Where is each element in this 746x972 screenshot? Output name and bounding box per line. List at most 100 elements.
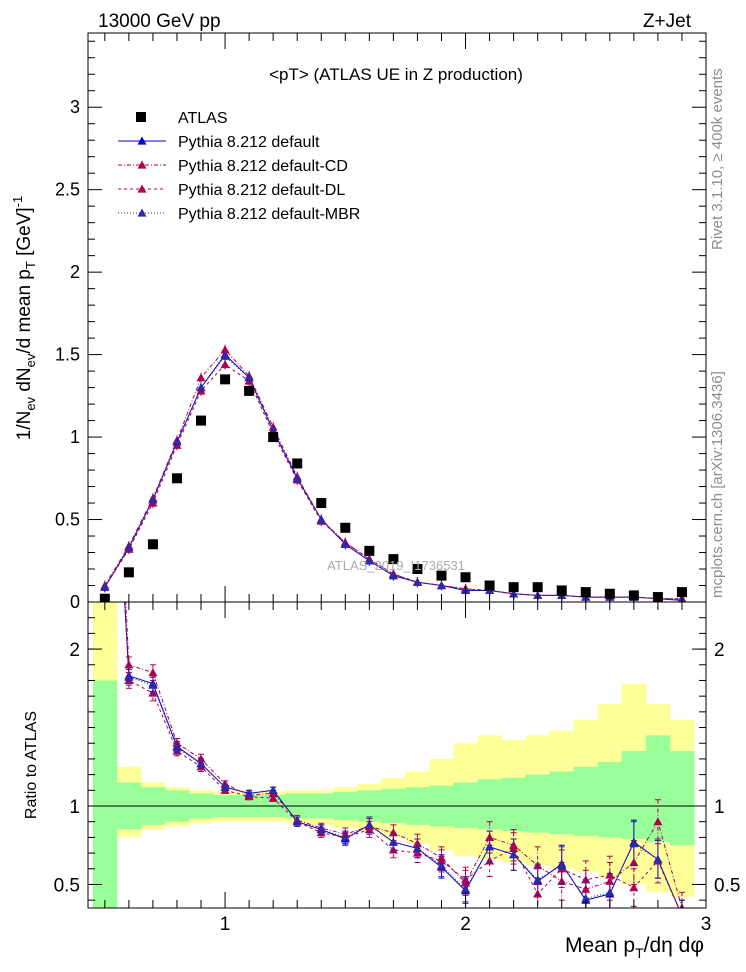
stat-band: [501, 777, 527, 832]
legend-label: Pythia 8.212 default-MBR: [178, 206, 360, 223]
ratio-point: [461, 884, 471, 893]
ratio-point: [340, 832, 350, 841]
atlas-data-point: [412, 564, 423, 575]
ratio-point: [653, 854, 663, 863]
data-point: [412, 577, 422, 586]
ratio-point: [364, 820, 374, 829]
data-point: [244, 373, 254, 382]
data-point: [292, 473, 302, 482]
ratio-y-tick-label: 0.5: [54, 875, 80, 896]
ratio-point: [677, 911, 686, 919]
main-panel: 0 0.5 1 1.5 2 2.5 3 <pT> (ATLAS UE in Z produc…: [10, 32, 707, 612]
atlas-data-point: [316, 498, 327, 509]
y-tick-label: 0: [70, 592, 80, 612]
atlas-data-point: [171, 473, 182, 484]
y-tick-label: 1: [70, 427, 80, 447]
watermark: ATLAS_2019_I1736531: [327, 558, 465, 573]
ratio-panel: 0.5 0.5 1 1 2 2 1 2 3 Ratio to ATLAS Mean pT/dη …: [23, 174, 740, 961]
chart-title: <pT> (ATLAS UE in Z production): [269, 65, 523, 84]
ratio-point: [268, 785, 278, 794]
legend-marker: [137, 136, 147, 145]
mcplots-label: mcplots.cern.ch [arXiv:1306.3436]: [709, 371, 726, 598]
ratio-point: [148, 668, 158, 677]
ratio-point: [533, 861, 543, 870]
ratio-point: [316, 825, 326, 834]
legend-label: Pythia 8.212 default-CD: [178, 158, 348, 175]
ratio-point: [605, 887, 615, 896]
data-point: [196, 383, 206, 392]
legend-label: Pythia 8.212 default-DL: [178, 182, 345, 199]
ratio-point: [100, 205, 109, 213]
stat-band: [573, 766, 599, 836]
stat-band: [92, 680, 118, 908]
ratio-point: [509, 843, 519, 852]
legend-marker: [137, 160, 147, 169]
ratio-point: [292, 817, 302, 826]
ratio-axes: 0.5 0.5 1 1 2 2 1 2 3: [54, 602, 740, 935]
atlas-data-point: [292, 458, 303, 469]
data-point: [148, 495, 158, 504]
ratio-point: [509, 850, 519, 859]
ratio-point: [557, 861, 567, 870]
ratio-point: [388, 837, 398, 846]
ratio-point: [436, 861, 446, 870]
ratio-point: [581, 884, 591, 893]
x-axis-label: Mean pT/dη dφ: [565, 934, 704, 961]
ratio-point: [268, 793, 278, 802]
atlas-data-point: [340, 522, 351, 533]
data-point: [124, 543, 134, 552]
stat-band: [453, 782, 479, 828]
atlas-data-point: [508, 582, 519, 593]
ratio-point: [485, 832, 495, 841]
ratio-point: [100, 174, 109, 182]
ratio-point: [124, 672, 134, 681]
process-label: Z+Jet: [643, 11, 692, 32]
data-point: [364, 556, 374, 565]
x-tick-label: 2: [460, 914, 471, 935]
y-tick-label: 3: [70, 97, 80, 117]
atlas-data-point: [580, 587, 591, 598]
legend-marker: [136, 112, 146, 122]
stat-band: [549, 771, 575, 835]
atlas-data-point: [196, 415, 207, 426]
stat-band: [597, 762, 623, 838]
atlas-data-point: [556, 585, 567, 596]
ratio-point: [100, 252, 109, 260]
ratio-point: [148, 680, 158, 689]
y-tick-label: 2.5: [55, 180, 80, 200]
stat-band: [669, 751, 695, 846]
atlas-data-point: [268, 432, 279, 443]
data-point: [509, 589, 519, 598]
ratio-point: [629, 883, 639, 892]
stat-band: [477, 779, 503, 830]
stat-band: [525, 774, 551, 833]
ratio-point: [461, 875, 471, 884]
data-point: [220, 345, 230, 354]
atlas-data-point: [388, 554, 399, 565]
ratio-frame: [87, 601, 707, 909]
energy-label: 13000 GeV pp: [98, 11, 221, 32]
atlas-data-point: [532, 582, 543, 593]
ratio-point: [581, 894, 591, 903]
atlas-data-point: [484, 580, 495, 591]
atlas-data-point: [123, 567, 134, 578]
ratio-point: [533, 875, 543, 884]
data-point: [220, 360, 230, 369]
ratio-point: [124, 660, 134, 669]
data-point: [388, 571, 398, 580]
ratio-point: [485, 842, 495, 851]
atlas-data-point: [220, 374, 231, 385]
data-point: [340, 539, 350, 548]
ratio-point: [653, 817, 663, 826]
data-point: [316, 515, 326, 524]
ratio-y-tick-label-right: 0.5: [714, 875, 740, 896]
ratio-point: [677, 911, 686, 919]
data-point: [220, 351, 230, 360]
atlas-data-point: [436, 570, 447, 581]
ratio-plot-content: [88, 174, 706, 919]
ratio-point: [412, 843, 422, 852]
ratio-point: [533, 889, 543, 898]
data-point: [196, 373, 206, 382]
main-y-axis-label: 1/Nev dNev/d mean pT [GeV]-1: [10, 196, 38, 441]
